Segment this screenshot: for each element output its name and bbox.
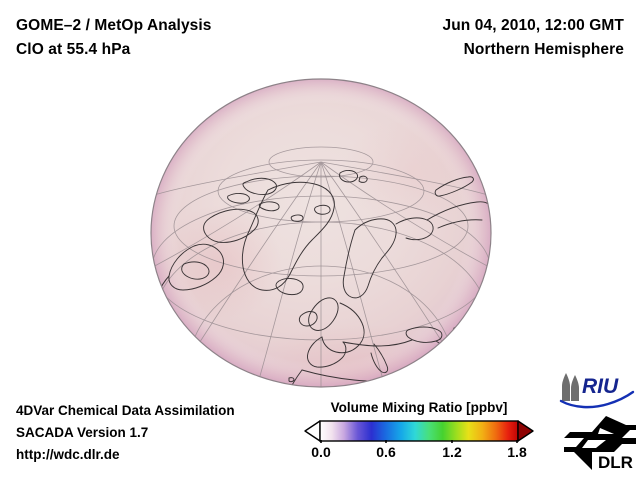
dlr-mark-icon [564,416,636,470]
timestamp-label: Jun 04, 2010, 12:00 GMT [442,17,624,34]
coast-africa-west [287,369,303,387]
coast-se-limb [407,373,415,387]
colorbar-over-arrow [517,420,534,442]
coast-franz-josef [314,204,331,215]
coast-polar-isl [290,214,304,222]
coast-svalbard-2 [358,175,368,183]
dlr-wordmark: DLR [598,453,633,472]
coast-iberia [307,336,347,368]
coast-caspian [452,325,471,350]
globe-map [150,78,492,388]
coast-great-britain [308,297,339,331]
hemisphere-label: Northern Hemisphere [463,41,624,58]
coast-aral [471,314,484,325]
header-left: GOME–2 / MetOp Analysis ClO at 55.4 hPa [16,14,212,62]
riu-logo: RIU [559,373,635,409]
coast-red-sea [441,367,465,387]
riu-spires-icon [562,373,579,401]
header-right: Jun 04, 2010, 12:00 GMT Northern Hemisph… [443,14,625,62]
coast-mediterranean-north [342,339,413,347]
colorbar-tick-1: 0.6 [376,444,396,460]
riu-wordmark: RIU [582,375,619,398]
colorbar-gradient [319,420,519,442]
coast-siberia-2 [437,219,483,229]
colorbar-tick-labels: 0.0 0.6 1.2 1.8 [303,444,535,464]
coast-labrador [168,243,224,291]
species-level-label: ClO at 55.4 hPa [16,41,131,58]
coast-ellesmere [242,177,277,195]
colorbar-ticks [320,440,518,443]
coast-scandinavia [342,218,397,299]
coast-arctic-isl-2 [258,201,280,212]
coast-western-europe [321,302,365,354]
coast-italy [370,343,389,374]
coast-arabia [445,362,477,387]
coast-iceland [275,278,304,296]
colorbar-title: Volume Mixing Ratio [ppbv] [330,400,508,415]
coast-hudson-bay [181,261,210,280]
coast-greenland [241,181,335,291]
coast-east-limb [483,291,491,321]
footer-info: 4DVar Chemical Data Assimilation SACADA … [16,400,235,466]
colorbar-under-arrow [304,420,321,442]
coast-ireland [298,311,318,327]
colorbar-tick-2: 1.2 [442,444,462,460]
footer-version-label: SACADA Version 1.7 [16,425,149,440]
coast-baffin [203,208,259,243]
dlr-logo: DLR [564,416,636,472]
colorbar-tick-3: 1.8 [507,444,527,460]
footer-method-label: 4DVar Chemical Data Assimilation [16,403,235,418]
coast-svalbard [339,170,358,183]
orthographic-projection [150,78,492,388]
coast-novaya-zemlya [434,176,474,197]
riu-swoosh-icon [559,390,635,409]
coast-canary [288,377,295,383]
colorbar: Volume Mixing Ratio [ppbv] [303,400,535,464]
footer-url-link[interactable]: http://wdc.dlr.de [16,447,120,462]
colorbar-scale [304,420,534,443]
page-title: GOME–2 / MetOp Analysis [16,17,212,34]
coast-kola [395,217,434,241]
coast-arctic-isl-1 [227,193,250,204]
globe-limb-outline [150,78,492,388]
colorbar-tick-0: 0.0 [311,444,331,460]
